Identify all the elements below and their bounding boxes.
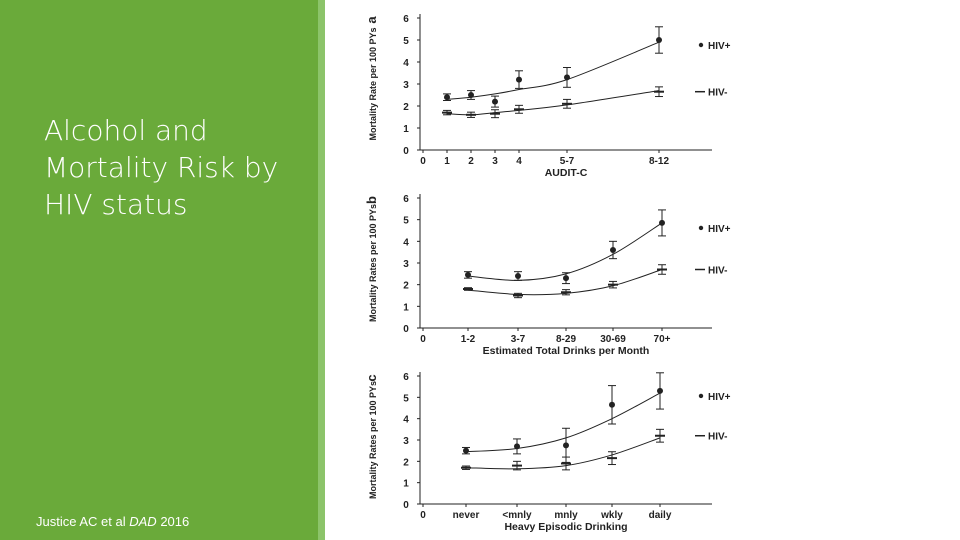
chart-c: 0 1 2 3 4 5 6 0 never <mnly mnly wkly daily Heavy Epi… (364, 372, 731, 533)
data-point (516, 76, 522, 83)
series-hiv-positive: HIV+ (464, 209, 731, 285)
series-hiv-negative: HIV- (461, 428, 727, 471)
x-tick-label: 0 (420, 156, 426, 167)
y-axis-title: Mortality Rates per 100 PYs (368, 204, 378, 322)
series-hiv-negative: HIV- (442, 86, 727, 119)
panel-label: b (364, 196, 379, 204)
data-point (563, 275, 569, 282)
legend-marker (698, 225, 704, 231)
x-axis-title: Estimated Total Drinks per Month (483, 345, 650, 357)
y-tick-label: 3 (403, 436, 409, 447)
series-hiv-negative: HIV- (463, 264, 727, 299)
data-point (465, 271, 471, 278)
title-panel (0, 0, 318, 540)
x-axis-title: Heavy Episodic Drinking (504, 521, 627, 533)
fit-curve (446, 90, 660, 116)
y-tick-label: 3 (403, 259, 409, 270)
y-tick-label: 2 (403, 102, 409, 113)
series-hiv-positive: HIV+ (462, 372, 731, 463)
y-tick-label: 4 (403, 237, 409, 248)
fit-curve (467, 222, 663, 281)
legend-label: HIV+ (708, 224, 731, 235)
data-point (659, 219, 665, 226)
y-tick-label: 5 (403, 216, 409, 227)
x-tick-label: mnly (554, 510, 578, 521)
y-axis-title: Mortality Rates per 100 PYs (368, 381, 378, 499)
y-tick-label: 5 (403, 36, 409, 47)
data-point (492, 98, 498, 105)
fit-curve (465, 392, 661, 453)
charts-figure: 0 1 2 3 4 5 6 0 1 2 3 4 5-7 8-12 AUDIT-C Mortality Rate… (364, 14, 731, 533)
x-tick-label: 0 (420, 334, 426, 345)
x-tick-label: <mnly (502, 510, 532, 521)
y-axis-title: Mortality Rate per 100 PYs (368, 27, 378, 140)
fit-curve (467, 269, 663, 296)
x-tick-label: never (453, 510, 480, 521)
legend-label: HIV+ (708, 392, 731, 403)
data-point (444, 94, 450, 101)
y-tick-label: 1 (403, 124, 409, 135)
x-tick-label: 8-29 (556, 334, 576, 345)
x-tick-label: 0 (420, 510, 426, 521)
citation-year: 2016 (160, 514, 190, 529)
fit-curve (446, 41, 660, 100)
x-tick-label: 3-7 (511, 334, 526, 345)
y-tick-label: 6 (403, 14, 409, 25)
data-point (609, 401, 615, 408)
x-tick-label: 2 (468, 156, 474, 167)
x-tick-label: 1-2 (461, 334, 476, 345)
x-tick-label: 30-69 (600, 334, 626, 345)
data-point (610, 247, 616, 253)
y-tick-label: 0 (403, 324, 409, 335)
citation-authors: Justice AC et al (36, 514, 126, 529)
x-tick-label: 70+ (654, 334, 671, 345)
chart-a: 0 1 2 3 4 5 6 0 1 2 3 4 5-7 8-12 AUDIT-C Mortality Rate… (364, 14, 731, 179)
data-point (657, 387, 663, 394)
panel-label: a (364, 16, 379, 24)
data-point (515, 273, 521, 279)
x-tick-label: 4 (516, 156, 522, 167)
x-tick-label: wkly (600, 510, 623, 521)
slide-title: Alcohol and Mortality Risk by HIV status (44, 114, 279, 221)
citation: Justice AC et al DAD 2016 (36, 514, 189, 529)
x-tick-label: 5-7 (560, 156, 575, 167)
y-tick-label: 3 (403, 80, 409, 91)
x-tick-label: 8-12 (649, 156, 669, 167)
data-point (656, 37, 662, 43)
y-tick-label: 2 (403, 281, 409, 292)
citation-journal: DAD (129, 514, 157, 529)
legend-label: HIV- (708, 432, 727, 443)
legend-label: HIV- (708, 88, 727, 99)
y-tick-label: 4 (403, 415, 409, 426)
x-axis-title: AUDIT-C (545, 167, 588, 179)
legend-marker (698, 393, 704, 399)
title-panel-edge (318, 0, 325, 540)
data-point (468, 92, 474, 98)
y-tick-label: 0 (403, 500, 409, 511)
y-tick-label: 6 (403, 194, 409, 205)
y-tick-label: 5 (403, 393, 409, 404)
panel-label: c (364, 374, 379, 381)
x-tick-label: daily (649, 510, 672, 521)
legend-label: HIV- (708, 266, 727, 277)
data-point (463, 447, 469, 454)
legend-marker (698, 42, 704, 48)
y-tick-label: 4 (403, 58, 409, 69)
series-hiv-positive: HIV+ (443, 26, 731, 108)
y-tick-label: 0 (403, 146, 409, 157)
x-tick-label: 1 (444, 156, 450, 167)
y-tick-label: 2 (403, 457, 409, 468)
y-tick-label: 6 (403, 372, 409, 383)
data-point (564, 74, 570, 81)
x-tick-label: 3 (492, 156, 498, 167)
y-tick-label: 1 (403, 479, 409, 490)
data-point (514, 443, 520, 450)
chart-b: 0 1 2 3 4 5 6 0 1-2 3-7 8-29 30-69 70+ Estimated Tota… (364, 194, 731, 357)
legend-label: HIV+ (708, 41, 731, 52)
data-point (563, 442, 569, 449)
y-tick-label: 1 (403, 302, 409, 313)
